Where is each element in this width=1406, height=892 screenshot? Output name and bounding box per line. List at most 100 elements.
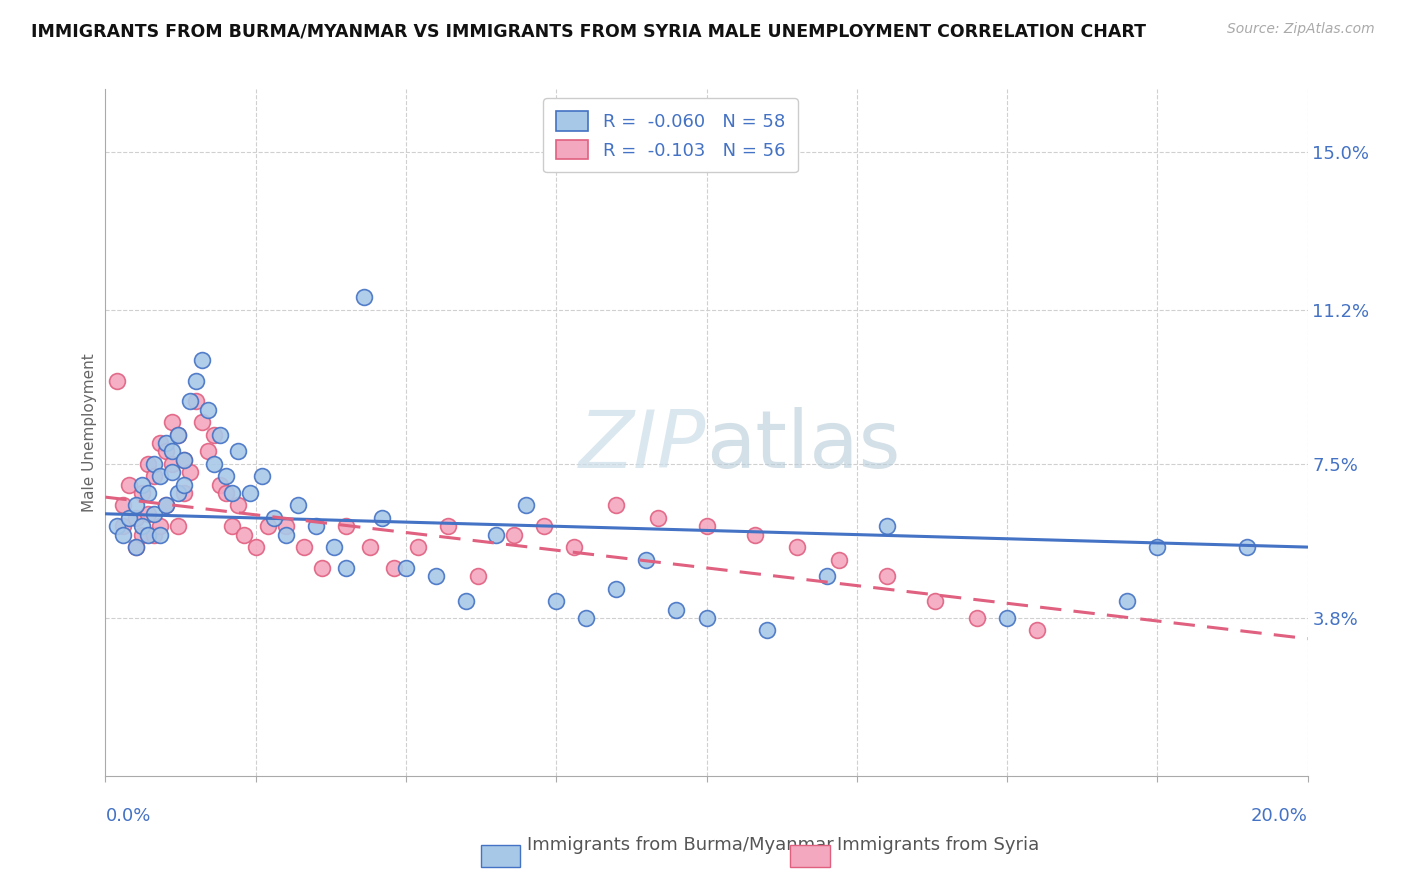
Point [197,444,219,458]
Point [202,427,225,442]
Point [142,469,165,483]
Point [173,452,195,467]
Point [202,457,225,471]
Point [155,499,177,513]
Point [292,540,315,554]
Point [665,602,688,616]
Point [467,569,489,583]
Point [131,477,153,491]
Point [142,527,165,541]
Text: atlas: atlas [707,408,901,485]
Legend: R =  -0.060   N = 58, R =  -0.103   N = 56: R = -0.060 N = 58, R = -0.103 N = 56 [543,98,797,172]
Point [173,486,195,500]
Point [828,552,851,566]
Point [239,486,262,500]
Point [744,527,766,541]
Point [166,519,188,533]
Point [107,519,129,533]
Point [160,465,183,479]
Y-axis label: Male Unemployment: Male Unemployment [82,353,97,512]
Point [179,465,201,479]
Point [136,457,159,471]
Point [226,444,249,458]
Text: 0.0%: 0.0% [105,807,150,825]
Point [287,499,309,513]
Point [221,519,243,533]
Point [166,427,188,442]
Point [124,540,146,554]
Point [155,444,177,458]
Point [1026,624,1049,638]
Point [322,540,344,554]
Point [221,486,243,500]
Point [485,527,508,541]
Point [131,519,153,533]
Point [406,540,429,554]
Text: 20.0%: 20.0% [1251,807,1308,825]
Point [305,519,328,533]
Point [245,540,267,554]
Point [124,511,146,525]
Text: Immigrants from Burma/Myanmar: Immigrants from Burma/Myanmar [527,836,834,854]
Text: ZIP: ZIP [579,408,707,485]
Point [815,569,838,583]
Point [232,527,254,541]
Point [437,519,460,533]
Point [124,499,146,513]
Point [148,527,170,541]
Point [274,519,297,533]
Point [454,594,477,608]
Point [142,507,165,521]
Point [382,561,405,575]
Point [112,499,135,513]
Text: Immigrants from Syria: Immigrants from Syria [837,836,1039,854]
Point [636,552,658,566]
Point [136,527,159,541]
Point [173,452,195,467]
Point [166,486,188,500]
Point [190,415,212,429]
Point [184,394,207,409]
Point [184,374,207,388]
Point [755,624,778,638]
Point [647,511,669,525]
Point [575,611,598,625]
Point [696,519,718,533]
Point [546,594,568,608]
Point [155,436,177,450]
Point [995,611,1018,625]
Point [148,469,170,483]
Point [395,561,418,575]
Point [214,469,236,483]
Point [605,582,627,596]
Point [256,519,278,533]
Point [173,477,195,491]
Point [503,527,526,541]
Point [160,457,183,471]
Point [966,611,988,625]
Point [118,477,141,491]
Point [136,486,159,500]
Point [160,415,183,429]
Point [208,427,231,442]
Point [263,511,285,525]
Point [142,457,165,471]
Text: IMMIGRANTS FROM BURMA/MYANMAR VS IMMIGRANTS FROM SYRIA MALE UNEMPLOYMENT CORRELA: IMMIGRANTS FROM BURMA/MYANMAR VS IMMIGRA… [31,22,1146,40]
Point [214,486,236,500]
Point [353,290,375,304]
Point [359,540,381,554]
Text: Source: ZipAtlas.com: Source: ZipAtlas.com [1227,22,1375,37]
Point [131,527,153,541]
Point [166,427,188,442]
Point [425,569,447,583]
Point [190,352,212,367]
Point [876,519,898,533]
Point [112,527,135,541]
Point [197,402,219,417]
Point [311,561,333,575]
Point [533,519,555,533]
Point [924,594,946,608]
Point [1116,594,1139,608]
Point [131,486,153,500]
Point [112,519,135,533]
